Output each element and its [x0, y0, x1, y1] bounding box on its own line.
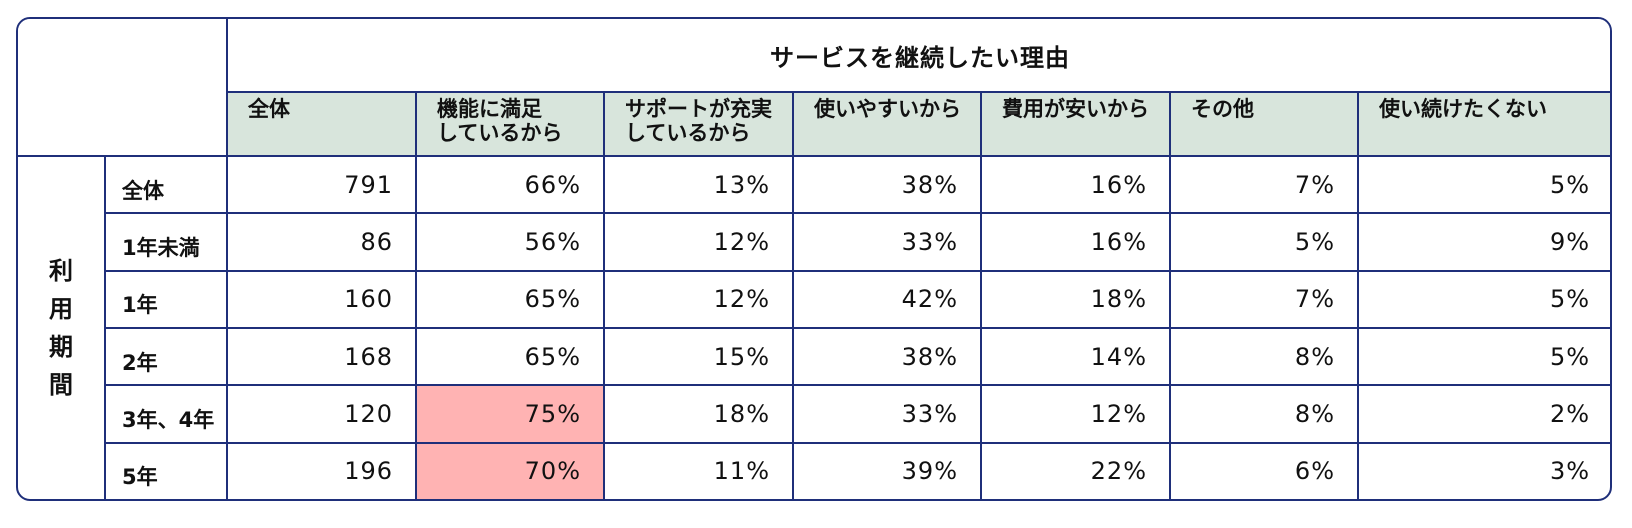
table-cell: 38% [792, 154, 982, 215]
table-cell: 2% [1356, 384, 1610, 444]
table-cell: 65% [415, 326, 605, 387]
table-cell: 8% [1169, 326, 1359, 387]
table-cell: 12% [603, 269, 794, 329]
table-cell: 15% [603, 326, 794, 387]
column-header: 使いやすいから [792, 91, 982, 157]
table-cell: 5% [1356, 326, 1610, 387]
row-group-label-char: 間 [49, 371, 73, 399]
column-header: 機能に満足 しているから [415, 91, 605, 157]
table-cell: 5% [1356, 269, 1610, 329]
table-cell: 791 [226, 154, 417, 215]
row-label: 2年 [104, 326, 228, 387]
table-cell: 18% [603, 384, 794, 444]
table-row: 1年 160 65% 12% 42% 18% 7% 5% [18, 269, 1610, 329]
table-cell: 22% [980, 441, 1171, 499]
column-header: サポートが充実 しているから [603, 91, 794, 157]
table-row: 3年、4年 120 75% 18% 33% 12% 8% 2% [18, 384, 1610, 444]
table-row: 5年 196 70% 11% 39% 22% 6% 3% [18, 441, 1610, 499]
table-row: 利用期間 全体 791 66% 13% 38% 16% 7% 5% [18, 154, 1610, 499]
table-cell: 38% [792, 326, 982, 387]
row-group-label-char: 期 [49, 333, 73, 361]
table-cell: 18% [980, 269, 1171, 329]
table-cell: 11% [603, 441, 794, 499]
table-cell: 13% [603, 154, 794, 215]
table-cell: 42% [792, 269, 982, 329]
highlighted-cell: 75% [415, 384, 605, 444]
table-cell: 6% [1169, 441, 1359, 499]
row-group-label: 利用期間 [18, 155, 106, 499]
table-row: 1年未満 86 56% 12% 33% 16% 5% 9% [18, 212, 1610, 272]
table-cell: 196 [226, 441, 417, 499]
column-header: 全体 [226, 91, 417, 157]
table-cell: 7% [1169, 269, 1359, 329]
row-label: 5年 [104, 441, 228, 499]
table-cell: 12% [980, 384, 1171, 444]
row-label: 3年、4年 [104, 384, 228, 444]
column-header: 使い続けたくない [1356, 91, 1610, 157]
table-cell: 14% [980, 326, 1171, 387]
table-cell: 120 [226, 384, 417, 444]
table-cell: 65% [415, 269, 605, 329]
data-table-container: サービスを継続したい理由 全体 機能に満足 しているから サポートが充実 してい… [16, 17, 1612, 501]
table-body: 利用期間 全体 791 66% 13% 38% 16% 7% 5% 1年未満 8… [18, 154, 1610, 499]
table-title: サービスを継続したい理由 [225, 19, 1610, 93]
column-header: 費用が安いから [980, 91, 1171, 157]
table-cell: 8% [1169, 384, 1359, 444]
table-cell: 7% [1169, 154, 1359, 215]
table-cell: 56% [415, 212, 605, 272]
table-cell: 16% [980, 154, 1171, 215]
corner-cell [18, 19, 228, 157]
row-group-label-char: 利 [49, 257, 73, 285]
table-cell: 168 [226, 326, 417, 387]
row-group-label-text: 利用期間 [18, 252, 104, 404]
table-cell: 16% [980, 212, 1171, 272]
table-cell: 5% [1169, 212, 1359, 272]
column-header-row: 全体 機能に満足 しているから サポートが充実 しているから 使いやすいから 費… [18, 91, 1610, 157]
table-cell: 66% [415, 154, 605, 215]
table-cell: 33% [792, 384, 982, 444]
table-cell: 33% [792, 212, 982, 272]
row-label: 1年未満 [104, 212, 228, 272]
table-row: 2年 168 65% 15% 38% 14% 8% 5% [18, 326, 1610, 387]
table-cell: 160 [226, 269, 417, 329]
row-label: 1年 [104, 269, 228, 329]
row-group-label-char: 用 [49, 295, 73, 323]
highlighted-cell: 70% [415, 441, 605, 499]
column-header: その他 [1169, 91, 1359, 157]
table-cell: 3% [1356, 441, 1610, 499]
table-cell: 86 [226, 212, 417, 272]
table-cell: 39% [792, 441, 982, 499]
row-label: 全体 [104, 154, 228, 215]
table-cell: 9% [1356, 212, 1610, 272]
survey-table: サービスを継続したい理由 全体 機能に満足 しているから サポートが充実 してい… [18, 19, 1610, 499]
table-cell: 12% [603, 212, 794, 272]
table-cell: 5% [1356, 154, 1610, 215]
